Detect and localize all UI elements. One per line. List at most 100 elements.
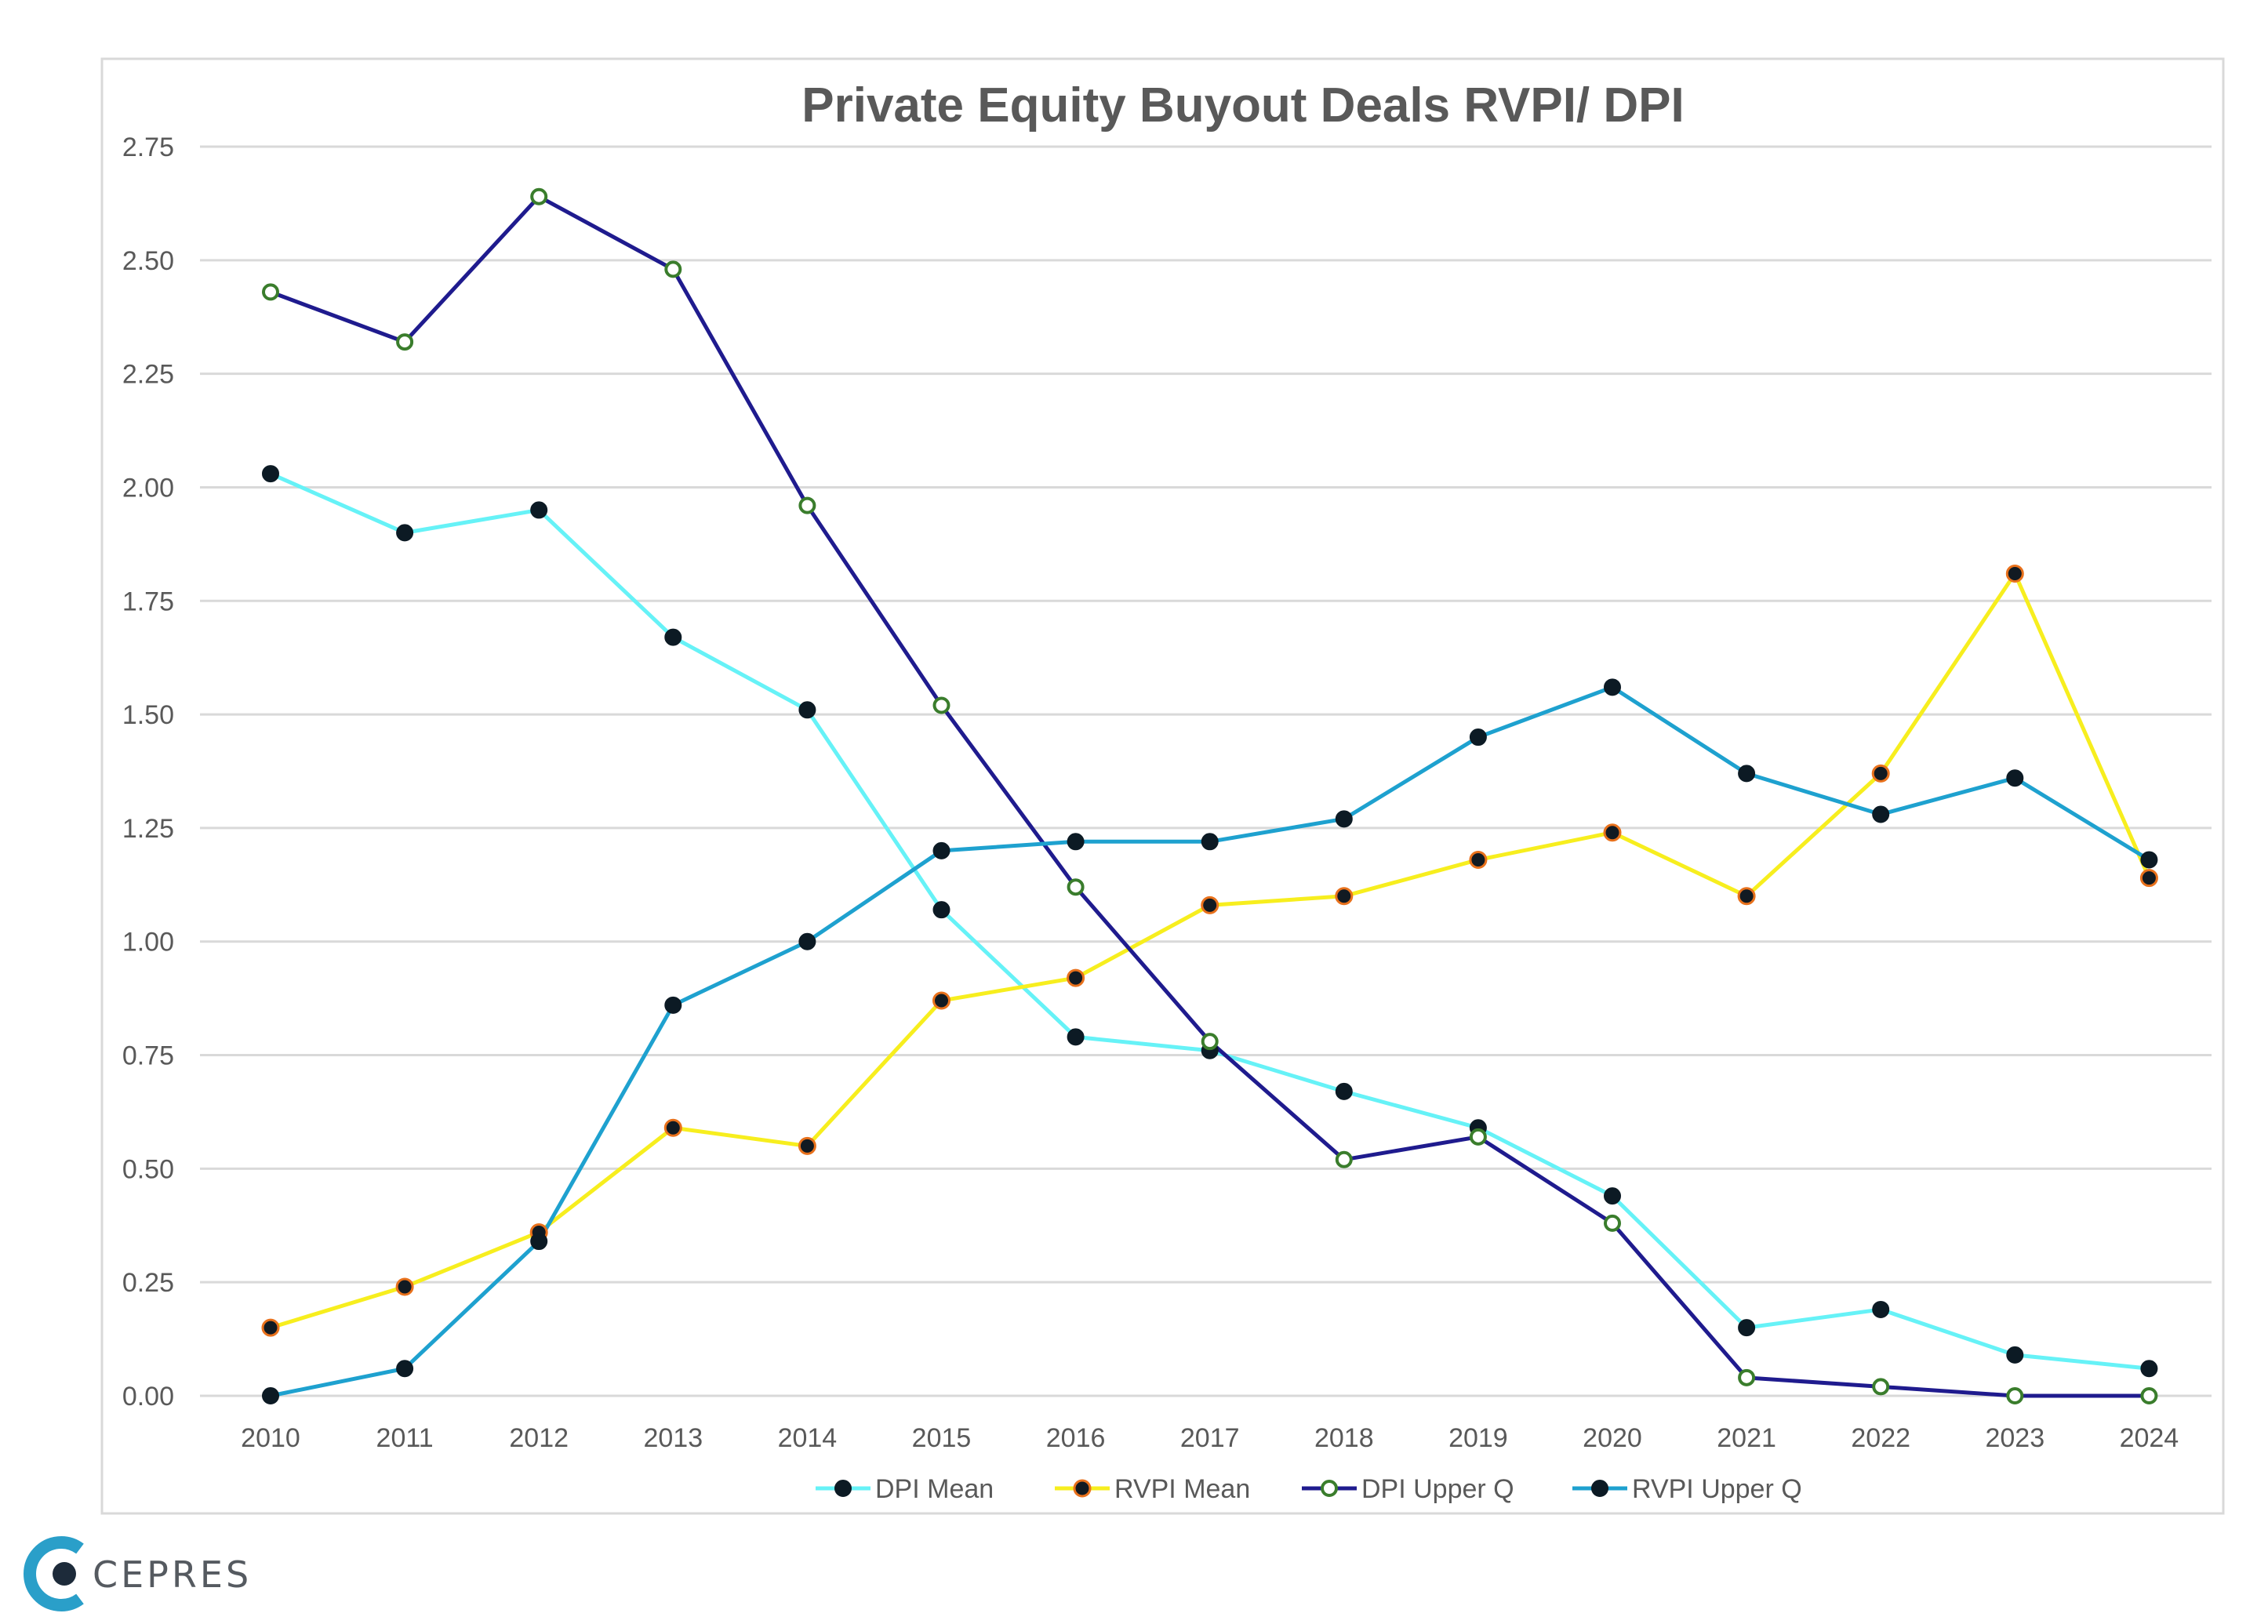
data-point-rvpi-upper-q bbox=[2140, 851, 2158, 869]
x-tick-label: 2022 bbox=[1851, 1423, 1910, 1453]
y-tick-label: 0.00 bbox=[122, 1382, 174, 1411]
data-point-rvpi-upper-q bbox=[1067, 833, 1085, 851]
x-tick-label: 2021 bbox=[1717, 1423, 1776, 1453]
data-point-dpi-upper-q bbox=[2140, 1387, 2158, 1404]
y-axis-ticks: 0.00 0.25 0.50 0.75 1.00 1.25 1.50 1.75 2.00 2.25… bbox=[122, 133, 174, 1411]
legend-label-rvpi-upper-q: RVPI Upper Q bbox=[1632, 1474, 1802, 1504]
data-point-dpi-mean bbox=[1604, 1187, 1621, 1205]
legend-marker-dpi-upper-q bbox=[1321, 1480, 1338, 1497]
data-point-rvpi-upper-q bbox=[530, 1233, 548, 1251]
data-point-rvpi-mean bbox=[1871, 764, 1890, 783]
data-point-dpi-mean bbox=[2140, 1360, 2158, 1378]
data-point-rvpi-mean bbox=[1067, 968, 1085, 987]
data-point-dpi-upper-q bbox=[664, 260, 682, 278]
chart-border bbox=[100, 57, 2225, 1515]
data-point-dpi-upper-q bbox=[1067, 878, 1085, 896]
x-tick-label: 2019 bbox=[1448, 1423, 1508, 1453]
data-point-dpi-mean bbox=[262, 465, 279, 483]
y-tick-label: 2.25 bbox=[122, 360, 174, 390]
cepres-logo-mark bbox=[24, 1536, 84, 1611]
x-tick-label: 2015 bbox=[912, 1423, 972, 1453]
cepres-logo-text: CEPRES bbox=[93, 1553, 252, 1596]
legend-label-rvpi-mean: RVPI Mean bbox=[1114, 1474, 1250, 1504]
data-point-dpi-upper-q bbox=[396, 333, 414, 351]
chart-title: Private Equity Buyout Deals RVPI/ DPI bbox=[801, 78, 1685, 133]
y-tick-label: 1.50 bbox=[122, 700, 174, 730]
data-point-rvpi-upper-q bbox=[1469, 728, 1487, 747]
data-point-rvpi-mean bbox=[798, 1136, 816, 1155]
data-point-dpi-mean bbox=[1067, 1028, 1085, 1046]
data-point-rvpi-upper-q bbox=[1335, 810, 1353, 828]
data-point-rvpi-upper-q bbox=[1604, 678, 1621, 696]
x-tick-label: 2017 bbox=[1180, 1423, 1240, 1453]
x-tick-label: 2013 bbox=[643, 1423, 703, 1453]
data-point-rvpi-mean bbox=[1335, 887, 1354, 906]
data-point-rvpi-upper-q bbox=[798, 932, 816, 950]
data-point-rvpi-mean bbox=[261, 1318, 280, 1337]
legend-label-dpi-mean: DPI Mean bbox=[875, 1474, 994, 1504]
y-tick-label: 0.75 bbox=[122, 1041, 174, 1071]
x-tick-label: 2018 bbox=[1314, 1423, 1374, 1453]
data-point-dpi-upper-q bbox=[798, 496, 816, 514]
data-point-dpi-upper-q bbox=[262, 283, 279, 301]
data-point-dpi-mean bbox=[798, 701, 816, 719]
data-point-rvpi-upper-q bbox=[932, 841, 950, 859]
x-tick-label: 2024 bbox=[2120, 1423, 2179, 1453]
data-point-rvpi-mean bbox=[1469, 850, 1488, 869]
data-point-dpi-mean bbox=[932, 901, 950, 919]
data-point-dpi-upper-q bbox=[1738, 1368, 1756, 1386]
data-point-dpi-upper-q bbox=[932, 696, 950, 714]
data-point-rvpi-upper-q bbox=[396, 1360, 414, 1378]
y-tick-label: 2.75 bbox=[122, 133, 174, 162]
gridlines bbox=[200, 145, 2212, 1397]
data-point-dpi-upper-q bbox=[1335, 1150, 1353, 1168]
data-point-dpi-upper-q bbox=[2006, 1387, 2024, 1404]
y-tick-label: 1.25 bbox=[122, 814, 174, 844]
cepres-logo: CEPRES bbox=[24, 1536, 252, 1611]
x-axis-ticks: 2010 2011 2012 2013 2014 2015 2016 2017 2018 2019… bbox=[241, 1423, 2179, 1453]
x-tick-label: 2011 bbox=[376, 1423, 434, 1453]
series-markers bbox=[261, 187, 2158, 1404]
data-point-rvpi-mean bbox=[1737, 887, 1756, 906]
y-tick-label: 2.50 bbox=[122, 246, 174, 276]
legend-marker-rvpi-upper-q bbox=[1591, 1480, 1608, 1497]
x-tick-label: 2014 bbox=[778, 1423, 838, 1453]
x-tick-label: 2023 bbox=[1985, 1423, 2044, 1453]
y-tick-label: 1.00 bbox=[122, 928, 174, 957]
legend-label-dpi-upper-q: DPI Upper Q bbox=[1361, 1474, 1514, 1504]
data-point-rvpi-upper-q bbox=[1201, 833, 1219, 851]
legend-marker-dpi-mean bbox=[834, 1480, 852, 1497]
data-point-dpi-mean bbox=[396, 524, 414, 542]
data-point-rvpi-mean bbox=[2005, 565, 2024, 583]
data-point-rvpi-upper-q bbox=[2006, 769, 2024, 787]
data-point-rvpi-upper-q bbox=[1738, 765, 1756, 783]
data-point-dpi-mean bbox=[1872, 1300, 1890, 1318]
data-point-rvpi-mean bbox=[2139, 869, 2158, 888]
y-tick-label: 0.50 bbox=[122, 1154, 174, 1184]
data-point-rvpi-mean bbox=[395, 1277, 414, 1296]
y-tick-label: 2.00 bbox=[122, 473, 174, 503]
data-point-dpi-upper-q bbox=[1604, 1214, 1621, 1232]
legend: DPI Mean RVPI Mean DPI Upper Q RVPI Upper Q bbox=[816, 1474, 1802, 1504]
data-point-dpi-upper-q bbox=[1469, 1128, 1487, 1146]
data-point-dpi-upper-q bbox=[530, 187, 548, 205]
data-point-dpi-upper-q bbox=[1201, 1033, 1219, 1051]
x-tick-label: 2012 bbox=[509, 1423, 569, 1453]
data-point-rvpi-upper-q bbox=[262, 1387, 279, 1404]
legend-marker-rvpi-mean bbox=[1073, 1479, 1092, 1498]
x-tick-label: 2010 bbox=[241, 1423, 300, 1453]
data-point-dpi-upper-q bbox=[1872, 1378, 1890, 1396]
data-point-dpi-mean bbox=[530, 501, 548, 519]
data-point-rvpi-upper-q bbox=[1872, 805, 1890, 823]
data-point-rvpi-mean bbox=[663, 1118, 682, 1137]
data-point-dpi-mean bbox=[664, 628, 682, 646]
data-point-rvpi-upper-q bbox=[664, 996, 682, 1014]
data-point-rvpi-mean bbox=[1603, 823, 1622, 842]
data-point-dpi-mean bbox=[1335, 1082, 1353, 1100]
data-point-dpi-mean bbox=[2006, 1346, 2024, 1364]
y-tick-label: 1.75 bbox=[122, 587, 174, 616]
x-tick-label: 2016 bbox=[1046, 1423, 1106, 1453]
data-point-rvpi-mean bbox=[932, 991, 950, 1010]
